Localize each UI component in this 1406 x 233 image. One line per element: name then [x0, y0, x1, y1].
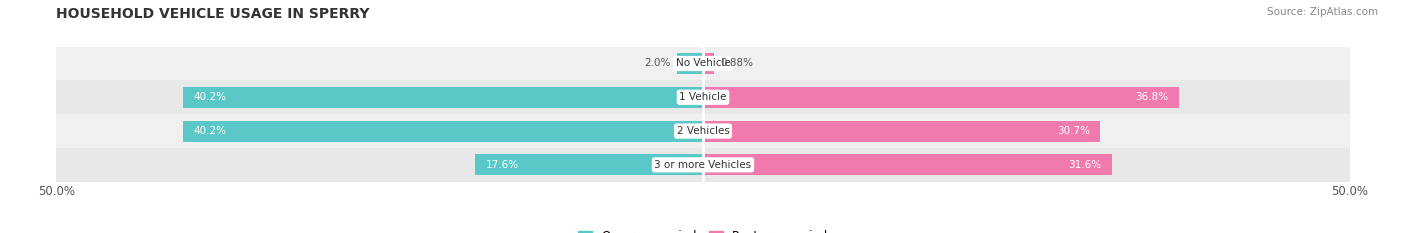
Text: 30.7%: 30.7%	[1057, 126, 1090, 136]
Bar	[678, 53, 703, 74]
Legend: Owner-occupied, Renter-occupied: Owner-occupied, Renter-occupied	[572, 226, 834, 233]
Text: 3 or more Vehicles: 3 or more Vehicles	[654, 160, 752, 170]
Bar	[703, 53, 714, 74]
Text: Source: ZipAtlas.com: Source: ZipAtlas.com	[1267, 7, 1378, 17]
Bar	[56, 80, 1350, 114]
Text: 0.88%: 0.88%	[721, 58, 754, 69]
Bar	[475, 154, 703, 175]
Bar	[703, 87, 1180, 108]
Text: 40.2%: 40.2%	[194, 92, 226, 102]
Text: 40.2%: 40.2%	[194, 126, 226, 136]
Bar	[56, 47, 1350, 80]
Text: HOUSEHOLD VEHICLE USAGE IN SPERRY: HOUSEHOLD VEHICLE USAGE IN SPERRY	[56, 7, 370, 21]
Text: 2.0%: 2.0%	[644, 58, 671, 69]
Bar	[703, 121, 1099, 141]
Bar	[56, 114, 1350, 148]
Text: 1 Vehicle: 1 Vehicle	[679, 92, 727, 102]
Bar	[56, 148, 1350, 182]
Text: 2 Vehicles: 2 Vehicles	[676, 126, 730, 136]
Text: 31.6%: 31.6%	[1069, 160, 1101, 170]
Bar	[183, 87, 703, 108]
Text: 17.6%: 17.6%	[485, 160, 519, 170]
Text: 36.8%: 36.8%	[1136, 92, 1168, 102]
Bar	[703, 154, 1112, 175]
Bar	[183, 121, 703, 141]
Text: No Vehicle: No Vehicle	[675, 58, 731, 69]
